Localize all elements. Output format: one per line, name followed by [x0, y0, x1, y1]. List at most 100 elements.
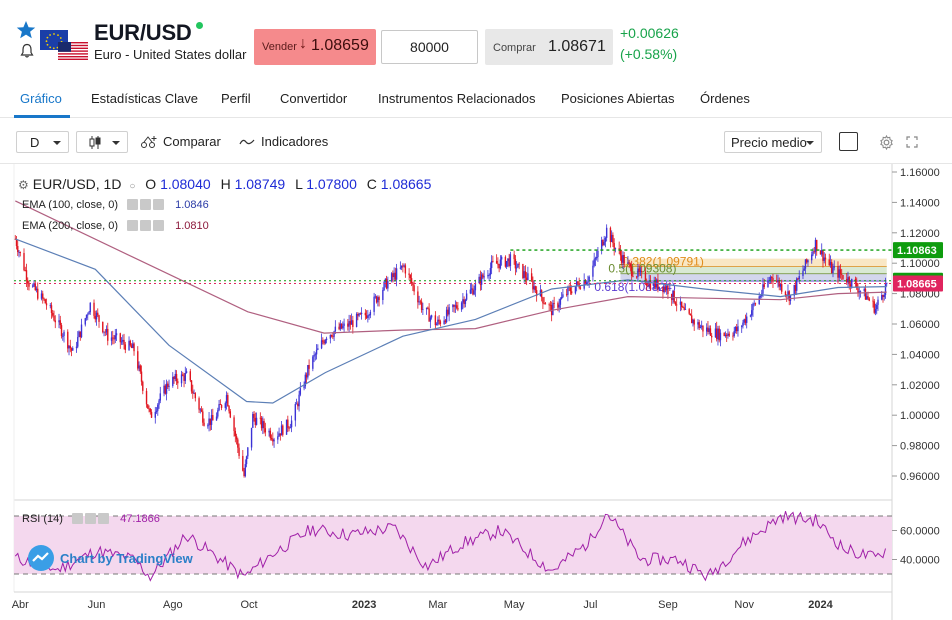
candle-body: [613, 243, 615, 250]
candle-body: [697, 322, 699, 325]
candle-body: [290, 420, 293, 428]
candle-body: [509, 254, 512, 266]
candle-body: [490, 260, 493, 269]
bell-icon[interactable]: [19, 43, 35, 59]
chart-type-select[interactable]: [76, 131, 128, 153]
checkbox-square-icon[interactable]: [839, 132, 858, 151]
fullscreen-icon[interactable]: [906, 136, 918, 148]
indicator-controls-icon[interactable]: [72, 513, 111, 527]
candle-body: [189, 371, 192, 381]
candle-body: [828, 259, 830, 266]
candle-body: [147, 404, 149, 409]
candle-body: [282, 425, 284, 435]
price-tick-label: 0.96000: [900, 471, 940, 483]
gear-icon[interactable]: [879, 135, 894, 150]
candle-body: [753, 303, 755, 305]
candle-body: [822, 250, 824, 261]
x-axis-label: Nov: [734, 599, 754, 611]
rsi-line: [14, 511, 886, 582]
tab-instrumentos-relacionados[interactable]: Instrumentos Relacionados: [378, 91, 536, 106]
tab-posiciones-abiertas[interactable]: Posiciones Abiertas: [561, 91, 675, 106]
indicators-button[interactable]: Indicadores: [261, 134, 329, 149]
candle-body: [312, 356, 314, 369]
x-axis-label: Abr: [12, 599, 29, 611]
candle-body: [842, 275, 844, 279]
candle-body: [517, 263, 519, 268]
price-tick-label: 1.04000: [900, 349, 940, 361]
ema100-legend[interactable]: EMA (100, close, 0) 1.0846: [22, 199, 209, 213]
candle-body: [724, 334, 727, 336]
indicator-controls-icon[interactable]: [127, 199, 166, 213]
candle-body: [365, 315, 368, 318]
candle-body: [18, 251, 20, 253]
compare-button[interactable]: Comparar: [163, 134, 221, 149]
candle-body: [348, 321, 350, 327]
candle-body: [408, 273, 410, 276]
candle-body: [272, 439, 274, 442]
star-icon[interactable]: [16, 20, 36, 40]
candle-body: [329, 334, 332, 339]
eu-us-flag-icon: [40, 30, 88, 60]
candle-body: [439, 321, 442, 324]
price-chart-svg[interactable]: 1.16000 1.14000 1.12000 1.10000 1.08000 1.060…: [0, 164, 952, 620]
candle-body: [158, 400, 160, 405]
candle-body: [317, 348, 319, 350]
chart-area[interactable]: 1.16000 1.14000 1.12000 1.10000 1.08000 1.060…: [0, 164, 952, 620]
candle-body: [603, 241, 605, 246]
candle-body: [841, 274, 843, 276]
interval-select[interactable]: D: [16, 131, 69, 153]
rsi-legend[interactable]: RSI (14) 47.1866: [22, 513, 160, 527]
candle-body: [378, 297, 380, 301]
tab-convertidor[interactable]: Convertidor: [280, 91, 348, 106]
candle-body: [373, 296, 375, 312]
candle-body: [54, 320, 56, 323]
candle-body: [142, 381, 144, 391]
tab-grafico[interactable]: Gráfico: [20, 91, 62, 106]
candle-body: [84, 318, 86, 325]
candle-body: [534, 286, 537, 291]
candle-body: [322, 340, 324, 342]
candle-body: [637, 268, 639, 277]
x-axis-label: 2024: [808, 599, 833, 611]
tradingview-badge[interactable]: Chart by TradingView: [28, 544, 193, 572]
sell-button[interactable]: Vender ↓ 1.08659: [254, 29, 376, 65]
candle-body: [460, 302, 463, 310]
candle-body: [728, 333, 730, 336]
candle-body: [474, 283, 477, 291]
candle-body: [218, 404, 220, 411]
price-mode-select[interactable]: Precio medio: [724, 131, 822, 153]
candle-body: [210, 415, 213, 425]
tab-estadisticas-clave[interactable]: Estadísticas Clave: [91, 91, 198, 106]
indicator-controls-icon[interactable]: [127, 220, 166, 234]
fib-zone: [620, 258, 887, 267]
candle-body: [469, 289, 472, 294]
candle-body: [872, 300, 874, 302]
candle-body: [858, 291, 860, 293]
buy-button[interactable]: Comprar 1.08671: [485, 29, 613, 65]
candle-body: [569, 287, 572, 292]
candle-body: [812, 251, 814, 255]
candle-body: [758, 296, 760, 305]
candle-body: [42, 293, 44, 299]
candle-body: [535, 290, 538, 297]
candle-body: [444, 320, 447, 323]
x-axis-label: 2023: [352, 599, 376, 611]
candle-body: [605, 227, 608, 238]
tab-ordenes[interactable]: Órdenes: [700, 91, 750, 106]
candle-body: [769, 277, 772, 281]
candle-body: [524, 271, 527, 278]
candle-body: [723, 332, 725, 336]
ema200-legend[interactable]: EMA (200, close, 0) 1.0810: [22, 220, 209, 234]
candle-body: [32, 285, 34, 287]
x-axis-label: Ago: [163, 599, 183, 611]
tab-perfil[interactable]: Perfil: [221, 91, 251, 106]
quantity-input[interactable]: [381, 30, 478, 64]
candle-body: [876, 304, 878, 310]
candle-body: [320, 340, 323, 349]
chevron-down-icon[interactable]: ○: [129, 181, 136, 192]
price-marker: [893, 242, 943, 259]
candle-body: [119, 333, 121, 343]
candle-body: [313, 354, 315, 357]
candle-body: [62, 335, 64, 337]
chart-settings-icon[interactable]: ⚙: [18, 178, 29, 192]
